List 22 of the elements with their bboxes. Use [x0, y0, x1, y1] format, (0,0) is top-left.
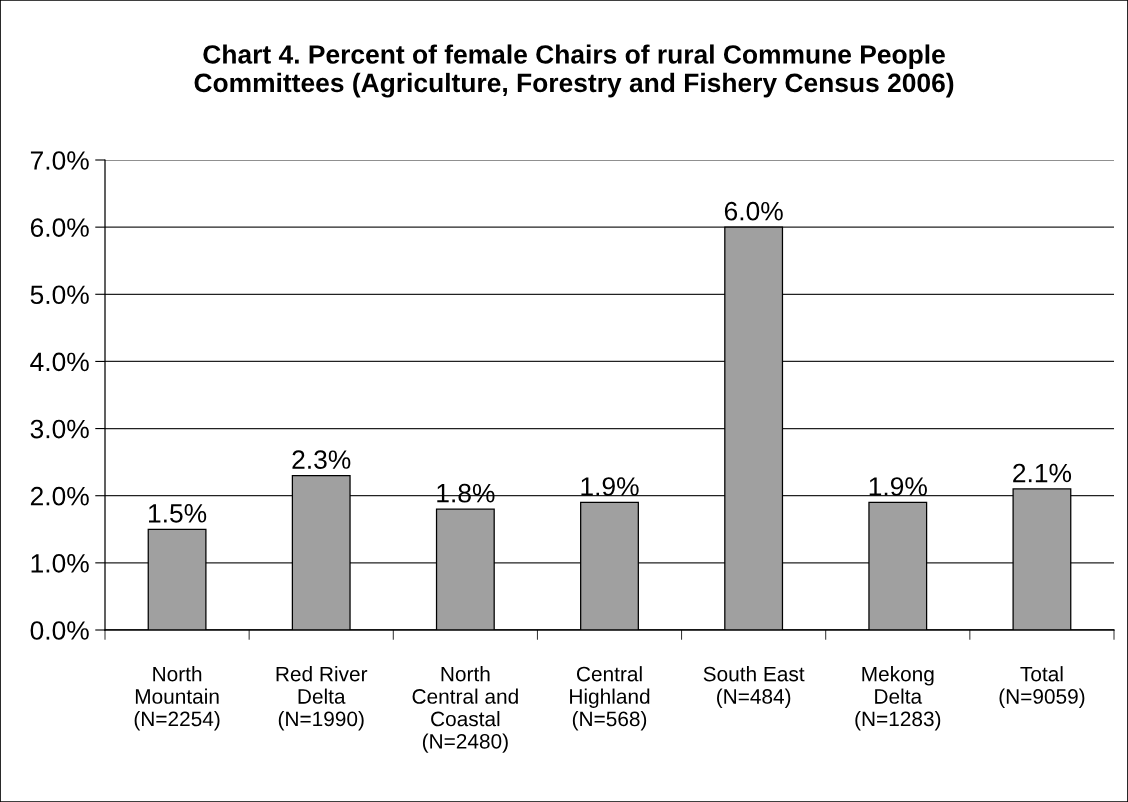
data-label: 2.3% [292, 450, 351, 469]
x-tick-label: North Central and Coastal (N=2480) [412, 666, 518, 753]
y-tick-label: 7.0% [30, 151, 89, 170]
data-label: 1.9% [581, 477, 639, 496]
y-tick-label: 4.0% [30, 352, 89, 372]
y-tick-label: 5.0% [30, 285, 89, 305]
x-tick-label: Total (N=9059) [999, 666, 1085, 708]
data-label: 2.1% [1013, 463, 1072, 483]
data-label: 6.0% [724, 201, 783, 221]
y-tick-label: 2.0% [30, 486, 89, 506]
y-tick-label: 3.0% [30, 419, 89, 439]
y-tick-label: 0.0% [30, 621, 89, 640]
x-tick-label: South East (N=484) [703, 666, 805, 708]
data-label: 1.9% [869, 477, 927, 496]
x-tick-label: North Mountain (N=2254) [134, 666, 220, 731]
x-tick-label: Red River Delta (N=1990) [276, 666, 368, 731]
y-tick-label: 6.0% [30, 218, 89, 237]
x-tick-label: Central Highland (N=568) [570, 666, 650, 731]
data-label: 1.5% [149, 504, 207, 523]
x-tick-label: Mekong Delta (N=1283) [855, 666, 941, 731]
chart-title: Chart 4. Percent of female Chairs of rural Commune People Committees (Agriculture, Forestry and Fishery Census 2006) [194, 44, 954, 98]
y-tick-label: 1.0% [31, 553, 89, 573]
